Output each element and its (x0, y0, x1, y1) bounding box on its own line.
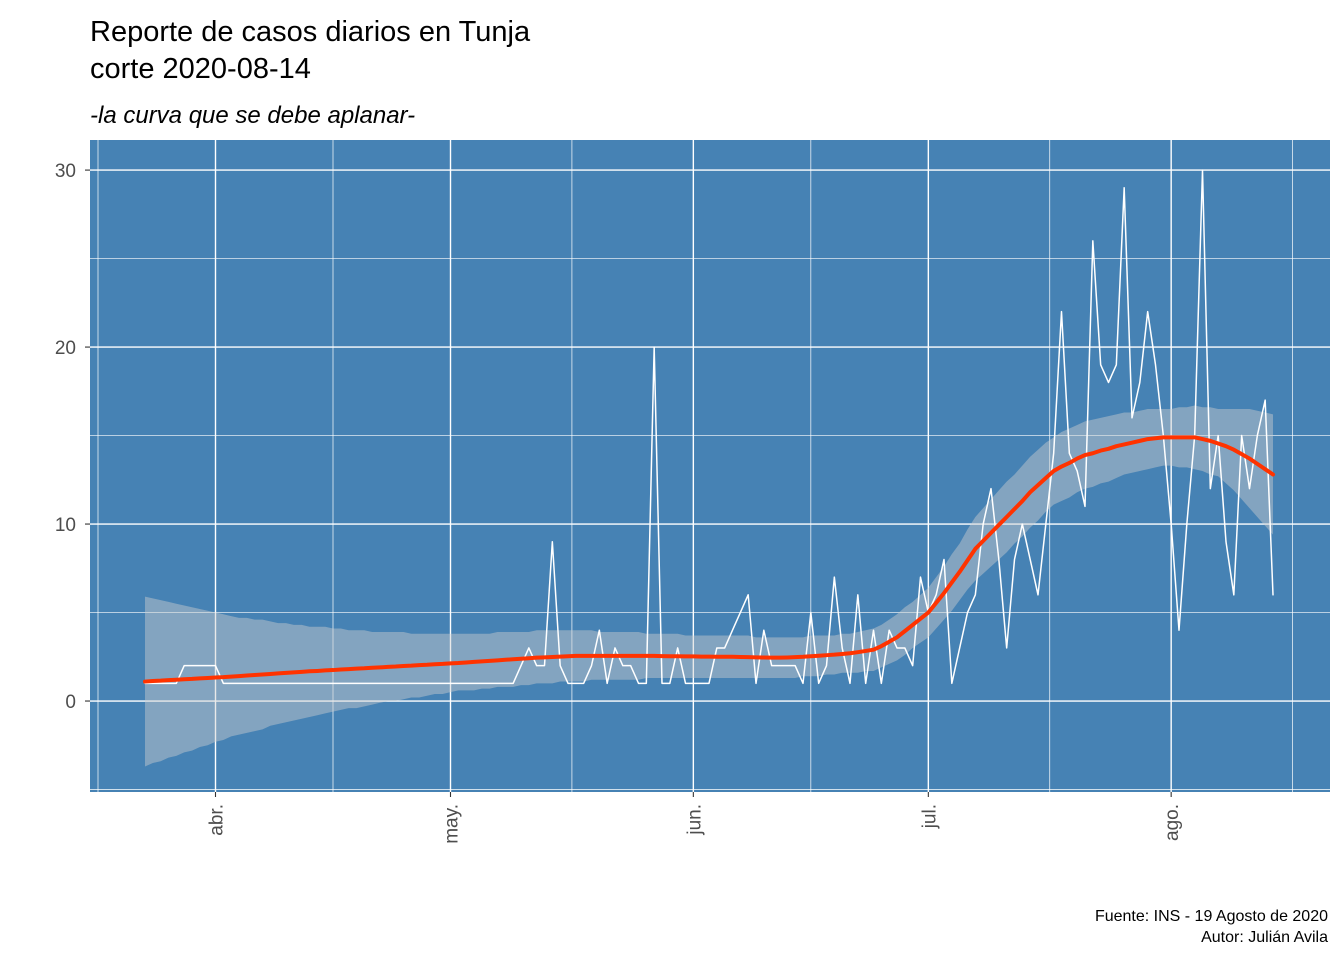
caption: Fuente: INS - 19 Agosto de 2020 (1095, 908, 1328, 925)
trend-line (143, 435, 1275, 684)
x-tick-label: abr. (207, 804, 228, 836)
y-tick-label: 30 (55, 161, 76, 182)
x-tick-label: ago. (1162, 804, 1183, 841)
y-tick-label: 0 (65, 692, 76, 713)
x-tick-label: may. (442, 804, 463, 844)
chart-title: Reporte de casos diarios en Tunja (90, 16, 531, 48)
y-tick-label: 10 (55, 515, 76, 536)
caption: Autor: Julián Avila (1201, 929, 1328, 946)
chart-subtitle: -la curva que se debe aplanar- (90, 102, 415, 129)
x-tick-label: jul. (919, 804, 940, 829)
confidence-band (145, 405, 1273, 767)
data-line (144, 169, 1274, 685)
chart-title: corte 2020-08-14 (90, 53, 311, 85)
x-tick-label: jun. (684, 804, 705, 836)
y-tick-label: 20 (55, 338, 76, 359)
